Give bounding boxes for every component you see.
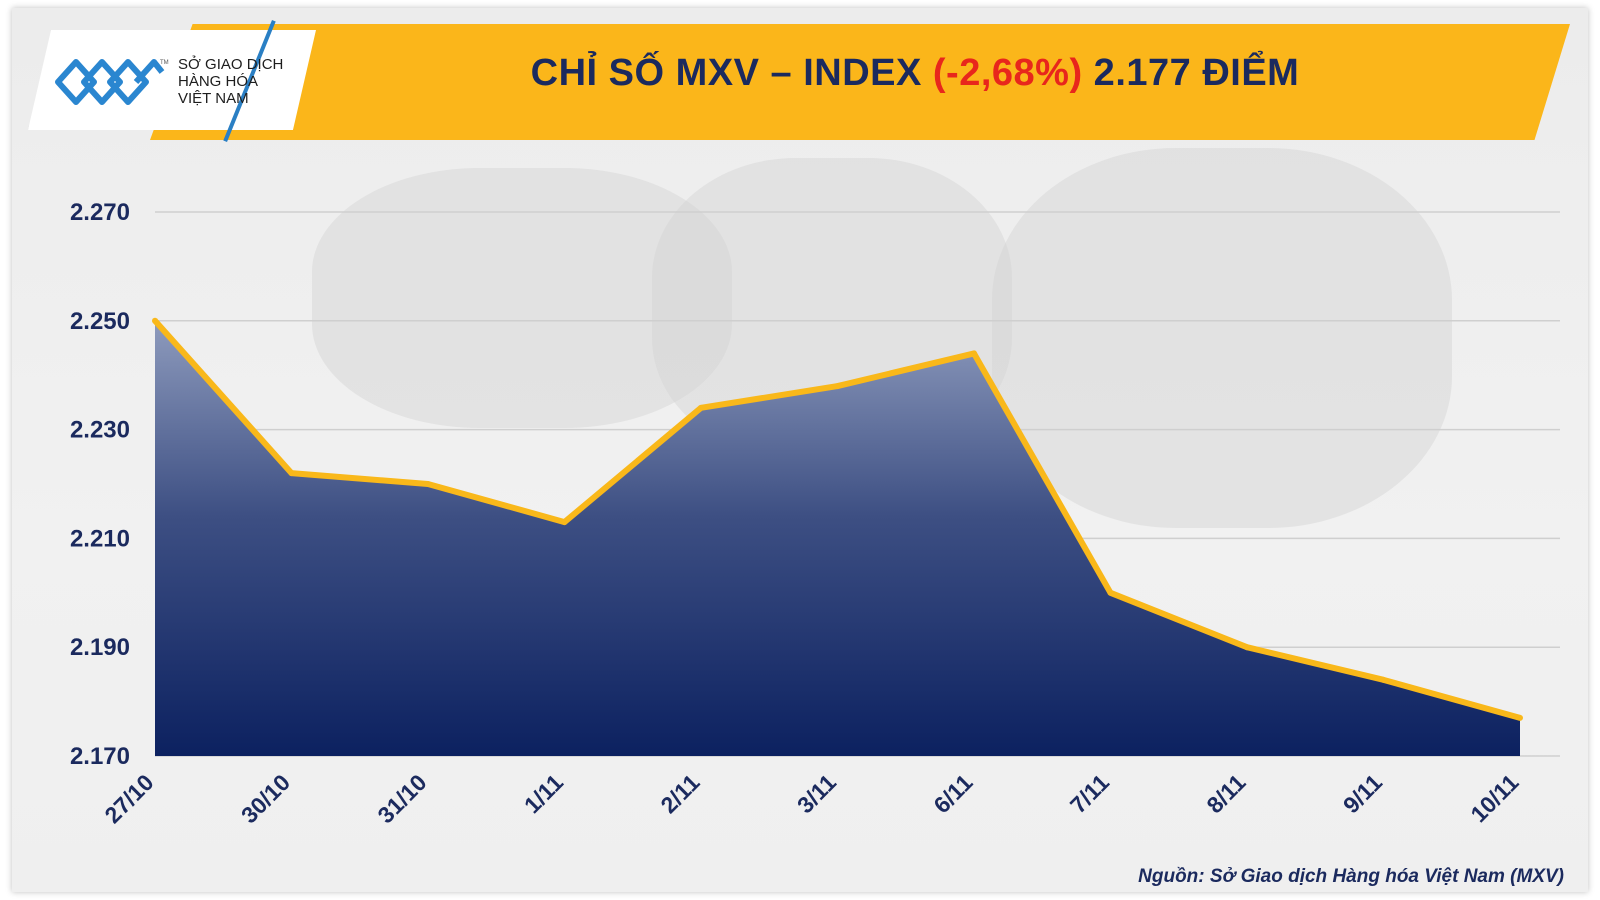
y-tick-label: 2.210 xyxy=(70,525,130,552)
title-suffix: 2.177 ĐIỂM xyxy=(1082,52,1300,94)
data-point-7/11 xyxy=(1107,589,1114,596)
x-tick-label: 30/10 xyxy=(236,769,295,828)
x-tick-label: 1/11 xyxy=(519,769,568,818)
logo-text: SỞ GIAO DỊCH HÀNG HÓA VIỆT NAM xyxy=(178,56,284,107)
data-point-3/11 xyxy=(834,383,841,390)
title-change: (-2,68%) xyxy=(932,52,1083,94)
logo-tm: TM xyxy=(160,60,169,66)
x-axis-ticks: 27/10 30/10 31/10 1/11 2/11 3/11 6/11 7/11 8/11 9… xyxy=(99,769,1523,828)
x-tick-label: 9/11 xyxy=(1338,769,1387,818)
data-point-30/10 xyxy=(288,470,295,477)
data-point-2/11 xyxy=(698,404,704,411)
area-fill xyxy=(155,320,1520,756)
y-axis-ticks: 2.170 2.190 2.210 2.230 2.250 2.270 xyxy=(70,199,130,770)
x-tick-label: 2/11 xyxy=(655,769,704,818)
data-point-9/11 xyxy=(1380,676,1387,683)
area-series xyxy=(152,317,1523,756)
x-tick-label: 31/10 xyxy=(372,769,431,828)
data-point-10/11 xyxy=(1517,714,1523,721)
x-tick-label: 27/10 xyxy=(99,769,158,828)
x-tick-label: 7/11 xyxy=(1065,769,1114,818)
data-point-8/11 xyxy=(1244,644,1250,651)
data-point-27/10 xyxy=(152,317,158,324)
y-tick-label: 2.230 xyxy=(70,417,130,444)
source-note: Nguồn: Sở Giao dịch Hàng hóa Việt Nam (M… xyxy=(1138,866,1564,887)
x-tick-label: 10/11 xyxy=(1465,769,1523,827)
y-tick-label: 2.170 xyxy=(70,743,130,770)
x-tick-label: 8/11 xyxy=(1201,769,1250,818)
data-point-31/10 xyxy=(425,481,431,487)
y-tick-label: 2.190 xyxy=(70,634,130,661)
y-tick-label: 2.270 xyxy=(70,199,130,226)
chart-title: CHỈ SỐ MXV – INDEX (-2,68%) 2.177 ĐIỂM xyxy=(300,52,1530,112)
x-tick-label: 6/11 xyxy=(928,769,977,818)
title-prefix: CHỈ SỐ MXV – INDEX xyxy=(530,52,933,94)
logo-card xyxy=(28,30,316,130)
y-tick-label: 2.250 xyxy=(70,308,130,335)
data-point-1/11 xyxy=(561,519,568,526)
mxv-logo-icon xyxy=(55,59,165,105)
data-point-6/11 xyxy=(971,350,977,357)
title-banner xyxy=(150,24,1570,140)
x-tick-label: 3/11 xyxy=(792,769,841,818)
